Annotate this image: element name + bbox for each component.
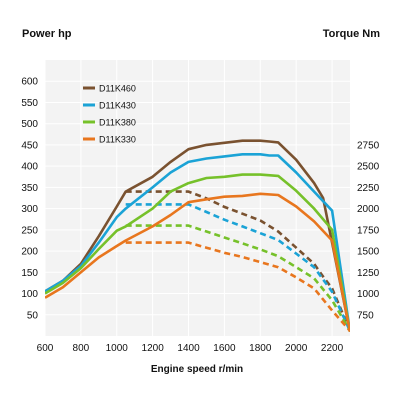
power-line-d11k430 (45, 153, 350, 332)
y-left-tick-label: 50 (27, 310, 39, 321)
y-left-tick-label: 500 (21, 119, 38, 130)
y-left-tick-label: 350 (21, 183, 38, 194)
legend-label-d11k330: D11K330 (99, 135, 136, 145)
x-tick-label: 800 (73, 343, 90, 354)
y-left-tick-label: 100 (21, 289, 38, 300)
y-right-tick-label: 750 (357, 310, 374, 321)
torque-line-d11k460 (125, 190, 350, 332)
torque-line-d11k430 (125, 203, 350, 332)
x-tick-label: 1000 (106, 343, 129, 354)
torque-line-d11k380 (125, 224, 350, 332)
y-right-tick-label: 2000 (357, 204, 380, 215)
y-left-tick-label: 200 (21, 247, 38, 258)
power-line-d11k330 (45, 192, 350, 333)
legend-label-d11k460: D11K460 (99, 84, 136, 94)
y-left-tick-label: 150 (21, 268, 38, 279)
y-right-tick-label: 1250 (357, 268, 380, 279)
y-left-tick-label: 600 (21, 77, 38, 88)
x-tick-label: 1600 (213, 343, 236, 354)
plot-background (45, 60, 350, 336)
x-tick-label: 600 (37, 343, 54, 354)
legend: D11K460 D11K430 D11K380 D11K330 (83, 84, 136, 145)
x-tick-label: 1400 (177, 343, 200, 354)
power-line-d11k460 (45, 139, 350, 333)
x-axis-label: Engine speed r/min (151, 364, 243, 375)
y-right-tick-label: 1750 (357, 225, 380, 236)
y-right-tick-label: 1500 (357, 247, 380, 258)
right-axis-title: Torque Nm (323, 28, 380, 40)
y-left-tick-label: 450 (21, 140, 38, 151)
y-right-tick-label: 2750 (357, 140, 380, 151)
y-left-tick-label: 250 (21, 225, 38, 236)
y-left-tick-label: 400 (21, 162, 38, 173)
x-tick-label: 2200 (321, 343, 344, 354)
y-left-tick-label: 550 (21, 98, 38, 109)
legend-label-d11k380: D11K380 (99, 118, 136, 128)
x-tick-label: 1200 (142, 343, 165, 354)
x-tick-label: 1800 (249, 343, 272, 354)
left-axis-title: Power hp (22, 28, 72, 40)
tick-labels: 600 800 1000 1200 1400 1600 1800 2000 2200 50 100 1… (21, 77, 379, 354)
legend-label-d11k430: D11K430 (99, 101, 136, 111)
y-right-tick-label: 2250 (357, 183, 380, 194)
power-line-d11k380 (45, 173, 350, 333)
y-right-tick-label: 2500 (357, 162, 380, 173)
torque-line-d11k330 (125, 241, 350, 332)
x-tick-label: 2000 (285, 343, 308, 354)
y-left-tick-label: 300 (21, 204, 38, 215)
y-right-tick-label: 1000 (357, 289, 380, 300)
series-lines (45, 139, 350, 333)
